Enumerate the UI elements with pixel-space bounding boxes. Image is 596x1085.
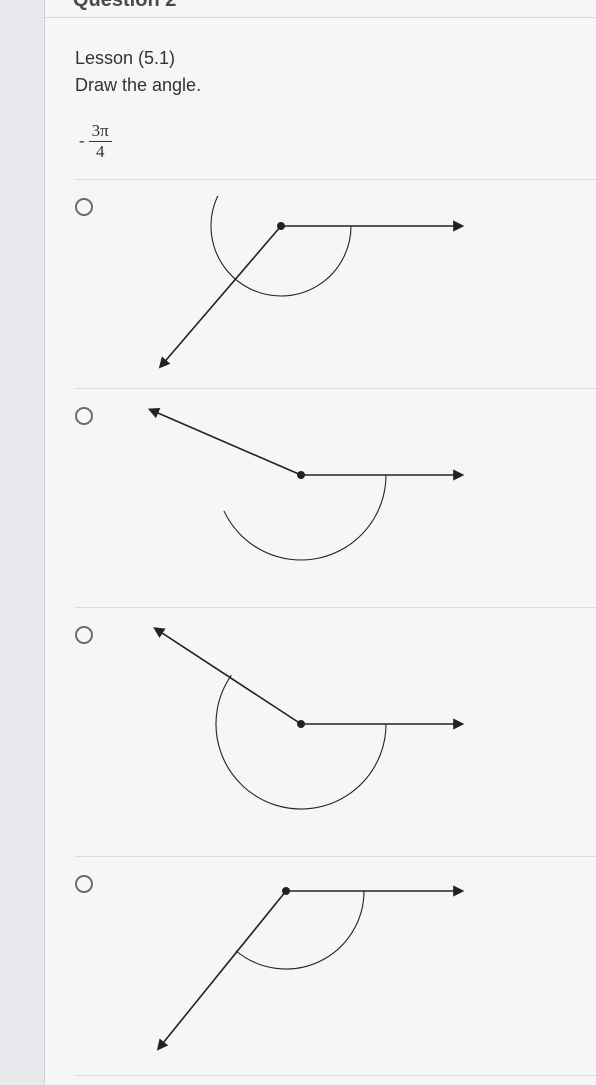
figure-2: [101, 405, 596, 595]
question-content: Lesson (5.1) Draw the angle. - 3π 4: [45, 18, 596, 1076]
option-3[interactable]: [75, 608, 596, 857]
fraction-stack: 3π 4: [89, 122, 112, 161]
radio-4[interactable]: [75, 875, 93, 893]
question-sheet: Question 2 Lesson (5.1) Draw the angle. …: [44, 0, 596, 1085]
option-1[interactable]: [75, 180, 596, 389]
radio-2[interactable]: [75, 407, 93, 425]
figure-1: [101, 196, 596, 376]
figure-4: [101, 873, 596, 1063]
sign: -: [79, 131, 85, 151]
question-number: Question 2: [73, 0, 176, 11]
instruction-text: Draw the angle.: [75, 75, 596, 96]
figure-3: [101, 624, 596, 844]
lesson-label: Lesson (5.1): [75, 48, 596, 69]
option-4[interactable]: [75, 857, 596, 1076]
numerator: 3π: [89, 122, 112, 142]
radio-3[interactable]: [75, 626, 93, 644]
angle-expression: - 3π 4: [79, 122, 112, 161]
option-2[interactable]: [75, 389, 596, 608]
denominator: 4: [96, 142, 105, 161]
answer-options: [75, 179, 596, 1076]
radio-1[interactable]: [75, 198, 93, 216]
question-header: Question 2: [45, 0, 596, 18]
